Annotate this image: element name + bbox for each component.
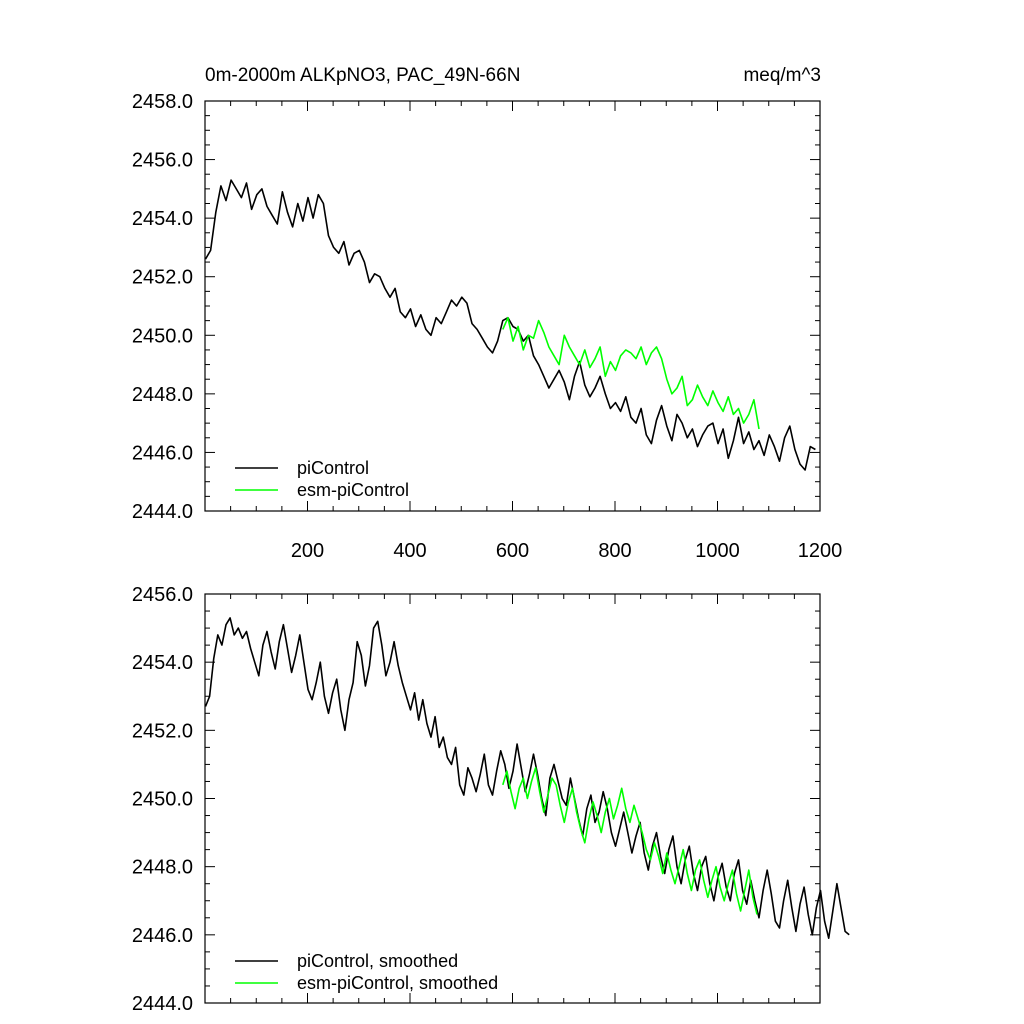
bottom-axis-labels: 2444.0 2446.0 2448.0 2450.0 2452.0 2454.0 2456… (132, 584, 193, 1015)
legend-label-esm-picontrol-smoothed: esm-piControl, smoothed (297, 973, 498, 993)
top-axis-ticks (205, 100, 821, 512)
y-tick-label: 2450.0 (132, 325, 193, 347)
y-tick-label: 2448.0 (132, 384, 193, 406)
series-line-picontrol (204, 179, 816, 471)
chart-title-units: meq/m^3 (743, 65, 821, 86)
x-tick-label: 200 (291, 540, 324, 562)
y-tick-label: 2444.0 (132, 993, 193, 1015)
bottom-plot-frame (204, 593, 821, 1004)
chart-title-left: 0m-2000m ALKpNO3, PAC_49N-66N (205, 65, 520, 86)
legend-label-picontrol-smoothed: piControl, smoothed (297, 951, 458, 971)
y-tick-label: 2446.0 (132, 925, 193, 947)
bottom-legend: piControl, smoothed esm-piControl, smoot… (235, 951, 498, 993)
x-tick-label: 1000 (695, 540, 740, 562)
top-axis-labels: 2444.0 2446.0 2448.0 2450.0 2452.0 2454.0 2456… (132, 91, 842, 562)
x-tick-label: 800 (598, 540, 631, 562)
y-tick-label: 2450.0 (132, 789, 193, 811)
series-line-esm-picontrol-smoothed (502, 766, 758, 915)
top-chart-panel: 0m-2000m ALKpNO3, PAC_49N-66N meq/m^3 24… (132, 65, 842, 562)
y-tick-label: 2452.0 (132, 720, 193, 742)
y-tick-label: 2454.0 (132, 208, 193, 230)
y-tick-label: 2458.0 (132, 91, 193, 113)
series-line-picontrol-smoothed (204, 617, 850, 940)
y-tick-label: 2452.0 (132, 267, 193, 289)
x-tick-label: 1200 (798, 540, 843, 562)
y-tick-label: 2446.0 (132, 442, 193, 464)
bottom-chart-panel: 2444.0 2446.0 2448.0 2450.0 2452.0 2454.0 2456… (132, 584, 850, 1015)
legend-label-picontrol: piControl (297, 458, 369, 478)
top-series-group (204, 179, 816, 471)
bottom-series-group (204, 617, 850, 940)
y-tick-label: 2456.0 (132, 150, 193, 172)
y-tick-label: 2448.0 (132, 857, 193, 879)
x-tick-label: 400 (393, 540, 426, 562)
y-tick-label: 2454.0 (132, 652, 193, 674)
series-line-esm-picontrol (502, 316, 760, 430)
legend-label-esm-picontrol: esm-piControl (297, 480, 409, 500)
y-tick-label: 2444.0 (132, 501, 193, 523)
top-plot-frame (204, 100, 821, 512)
bottom-axis-ticks (205, 593, 821, 1004)
x-tick-label: 600 (496, 540, 529, 562)
top-legend: piControl esm-piControl (235, 458, 409, 500)
y-tick-label: 2456.0 (132, 584, 193, 606)
